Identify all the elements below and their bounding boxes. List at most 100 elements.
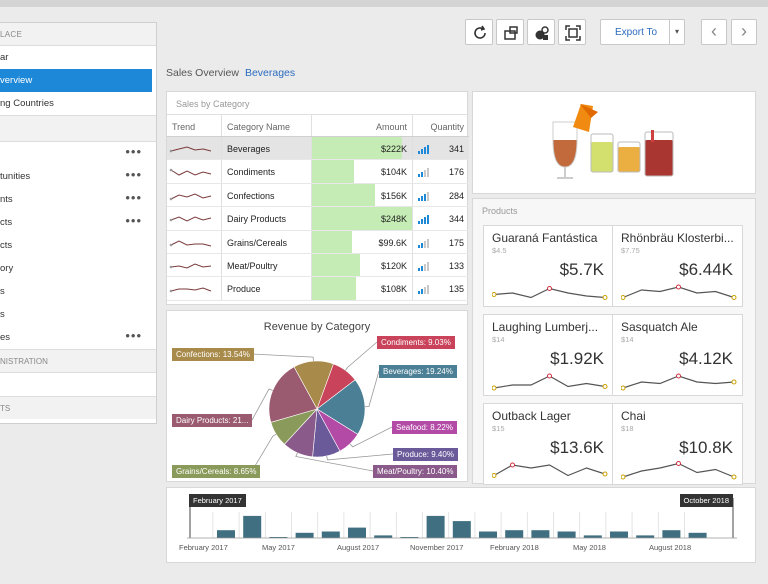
column-header-trend[interactable]: Trend [167, 115, 222, 136]
sidebar-item-top-countries[interactable]: ng Countries [0, 98, 54, 109]
product-name: Sasquatch Ale [621, 320, 698, 334]
timeline-bar [636, 535, 655, 538]
amount-value: $248K [380, 214, 407, 225]
pie-slice[interactable] [316, 379, 366, 435]
more-menu-icon[interactable]: ••• [125, 213, 142, 228]
table-row[interactable]: Meat/Poultry $120K 133 [167, 253, 469, 278]
product-card[interactable]: Guaraná Fantástica $4.5 $5.7K [483, 225, 614, 307]
column-header-name[interactable]: Category Name [222, 115, 312, 136]
amount-value: $222K [380, 144, 407, 154]
product-card[interactable]: Rhönbräu Klosterbi... $7.75 $6.44K [612, 225, 743, 307]
amount-cell: $108K [312, 277, 413, 300]
range-start-tag[interactable]: February 2017 [189, 494, 246, 507]
amount-bar [312, 183, 375, 207]
timeline-range-selector[interactable]: February 2017 October 2018 February 2017… [166, 487, 756, 563]
panel-title: Products [482, 206, 518, 216]
timeline-bar [321, 531, 340, 538]
amount-value: $104K [380, 167, 407, 178]
table-row[interactable]: Dairy Products $248K 344 [167, 207, 469, 231]
product-card[interactable]: Outback Lager $15 $13.6K [483, 403, 614, 485]
sidebar-item-accounts[interactable]: nts ••• [0, 188, 156, 211]
table-row[interactable]: Beverages $222K 341 [167, 137, 469, 161]
timeline-chart [187, 498, 737, 539]
chevron-down-icon[interactable]: ▾ [669, 20, 684, 44]
product-name: Outback Lager [492, 409, 571, 423]
timeline-bar [269, 537, 288, 538]
sidebar-item-opportunities[interactable]: tunities ••• [0, 165, 156, 188]
palette-icon [535, 26, 549, 40]
category-name: Condiments [222, 160, 312, 183]
sidebar-item-calendar[interactable]: ar [0, 52, 9, 63]
pie-leader-line [251, 433, 277, 472]
quantity-cell: 344 [413, 207, 469, 229]
quantity-value: 344 [448, 214, 464, 225]
amount-cell: $120K [312, 253, 413, 277]
product-revenue: $10.8K [679, 438, 733, 457]
category-name: Produce [222, 277, 312, 300]
table-row[interactable]: Produce $108K 135 [167, 277, 469, 301]
product-card[interactable]: Sasquatch Ale $14 $4.12K [612, 314, 743, 396]
more-menu-icon[interactable]: ••• [125, 144, 142, 159]
column-header-quantity[interactable]: Quantity [430, 122, 464, 132]
range-end-tag[interactable]: October 2018 [679, 494, 733, 507]
quantity-cell: 341 [413, 137, 469, 159]
timeline-bar [505, 530, 524, 538]
sidebar-section-administration[interactable]: NISTRATION [0, 349, 156, 372]
more-menu-icon[interactable]: ••• [125, 328, 142, 343]
amount-value: $120K [380, 260, 407, 271]
product-price: $15 [492, 424, 505, 433]
amount-value: $156K [380, 190, 407, 201]
table-row[interactable]: Confections $156K 284 [167, 183, 469, 208]
sidebar-item-label: cts [0, 217, 13, 228]
trend-sparkline [167, 183, 222, 207]
column-header-amount[interactable]: Amount [312, 115, 413, 136]
sidebar-section-reports[interactable]: TS [0, 396, 156, 419]
signal-bars-icon [418, 145, 429, 154]
sidebar-item-contacts[interactable]: cts ••• [0, 211, 156, 234]
grid-body: Beverages $222K 341 Condiments $104K 176 Confe… [167, 137, 469, 301]
category-image-panel [472, 91, 756, 194]
theme-button[interactable] [527, 19, 555, 45]
timeline-axis-label: February 2018 [490, 543, 539, 552]
sidebar-item-quotes[interactable]: s [0, 303, 156, 326]
table-row[interactable]: Condiments $104K 176 [167, 160, 469, 184]
product-card[interactable]: Chai $18 $10.8K [612, 403, 743, 485]
sidebar-item-more[interactable]: ••• [0, 142, 156, 165]
product-price: $18 [621, 424, 634, 433]
sidebar-item-orders[interactable]: s [0, 280, 156, 303]
sidebar-item-sales-overview[interactable]: verview [0, 69, 152, 92]
sidebar-group-header[interactable] [0, 115, 156, 142]
product-price: $14 [621, 335, 634, 344]
product-revenue: $1.92K [550, 349, 604, 368]
product-card[interactable]: Laughing Lumberj... $14 $1.92K [483, 314, 614, 396]
revenue-chart-panel: Revenue by Category Confections: 13.54% C… [166, 310, 468, 482]
edit-layout-button[interactable] [496, 19, 524, 45]
pie-chart [251, 341, 394, 472]
amount-bar [312, 253, 360, 277]
timeline-bar [479, 531, 497, 538]
fullscreen-button[interactable] [558, 19, 586, 45]
refresh-button[interactable] [465, 19, 493, 45]
table-row[interactable]: Grains/Cereals $99.6K 175 [167, 230, 469, 254]
breadcrumb-root[interactable]: Sales Overview [166, 67, 239, 79]
export-to-button[interactable]: Export To ▾ [600, 19, 685, 45]
sidebar-item-employees[interactable]: es ••• [0, 326, 156, 349]
pie-slice-label: Condiments: 9.03% [377, 336, 455, 349]
products-panel: Products Guaraná Fantástica $4.5 $5.7K Rhön… [472, 198, 756, 485]
signal-bars-icon [418, 261, 429, 271]
next-button[interactable]: › [731, 19, 757, 45]
product-revenue: $6.44K [679, 260, 733, 279]
pie-slice-label: Meat/Poultry: 10.40% [373, 465, 458, 478]
quantity-value: 341 [448, 144, 464, 154]
sidebar-item-products[interactable]: cts [0, 234, 156, 257]
prev-button[interactable]: ‹ [701, 19, 727, 45]
trend-sparkline [167, 277, 222, 300]
sidebar-item-label: nts [0, 194, 13, 205]
sidebar-item-inventory[interactable]: ory [0, 257, 156, 280]
timeline-bar [662, 530, 681, 538]
signal-bars-icon [418, 191, 429, 201]
timeline-bar [243, 515, 262, 538]
more-menu-icon[interactable]: ••• [125, 167, 142, 182]
more-menu-icon[interactable]: ••• [125, 190, 142, 205]
pie-leader-line [251, 353, 314, 362]
